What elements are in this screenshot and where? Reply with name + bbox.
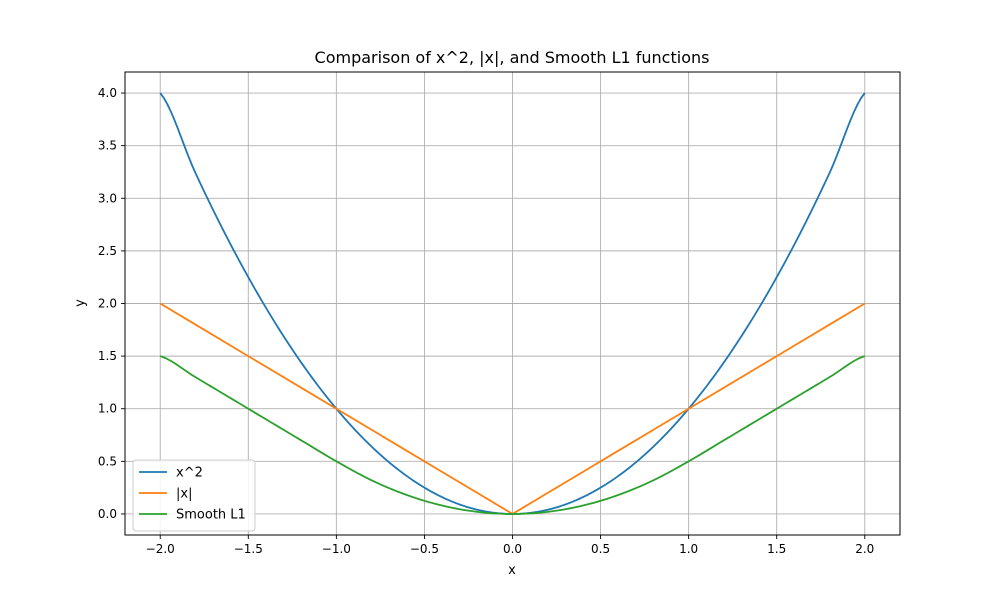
y-tick-label: 3.5 [98, 139, 117, 153]
y-tick-label: 1.0 [98, 402, 117, 416]
legend-label-0: x^2 [176, 466, 203, 481]
x-tick-label: 0.0 [503, 542, 522, 556]
y-tick-label: 3.0 [98, 191, 117, 205]
x-tick-label: 2.0 [855, 542, 874, 556]
x-tick-label: 1.0 [679, 542, 698, 556]
x-tick-label: −0.5 [410, 542, 439, 556]
x-axis-label: x [508, 563, 516, 578]
legend-label-1: |x| [176, 487, 192, 502]
y-tick-label: 2.5 [98, 244, 117, 258]
chart-title: Comparison of x^2, |x|, and Smooth L1 fu… [315, 48, 710, 67]
x-tick-label: −1.0 [322, 542, 351, 556]
x-tick-label: 0.5 [591, 542, 610, 556]
series-line-2 [159, 355, 866, 515]
ticks-layer: −2.0 −1.5 −1.0 −0.5 0.0 0.5 1.0 1.5 2.0 0.0 0.5 1.0… [98, 86, 874, 556]
y-axis-label: y [73, 299, 88, 307]
y-tick-label: 0.0 [98, 507, 117, 521]
series-layer [159, 92, 866, 515]
y-tick-label: 0.5 [98, 454, 117, 468]
legend: x^2 |x| Smooth L1 [132, 459, 256, 532]
y-tick-label: 4.0 [98, 86, 117, 100]
y-tick-label: 1.5 [98, 349, 117, 363]
x-tick-label: −1.5 [234, 542, 263, 556]
legend-label-2: Smooth L1 [176, 508, 246, 523]
x-tick-label: 1.5 [767, 542, 786, 556]
x-tick-label: −2.0 [146, 542, 175, 556]
y-tick-label: 2.0 [98, 297, 117, 311]
